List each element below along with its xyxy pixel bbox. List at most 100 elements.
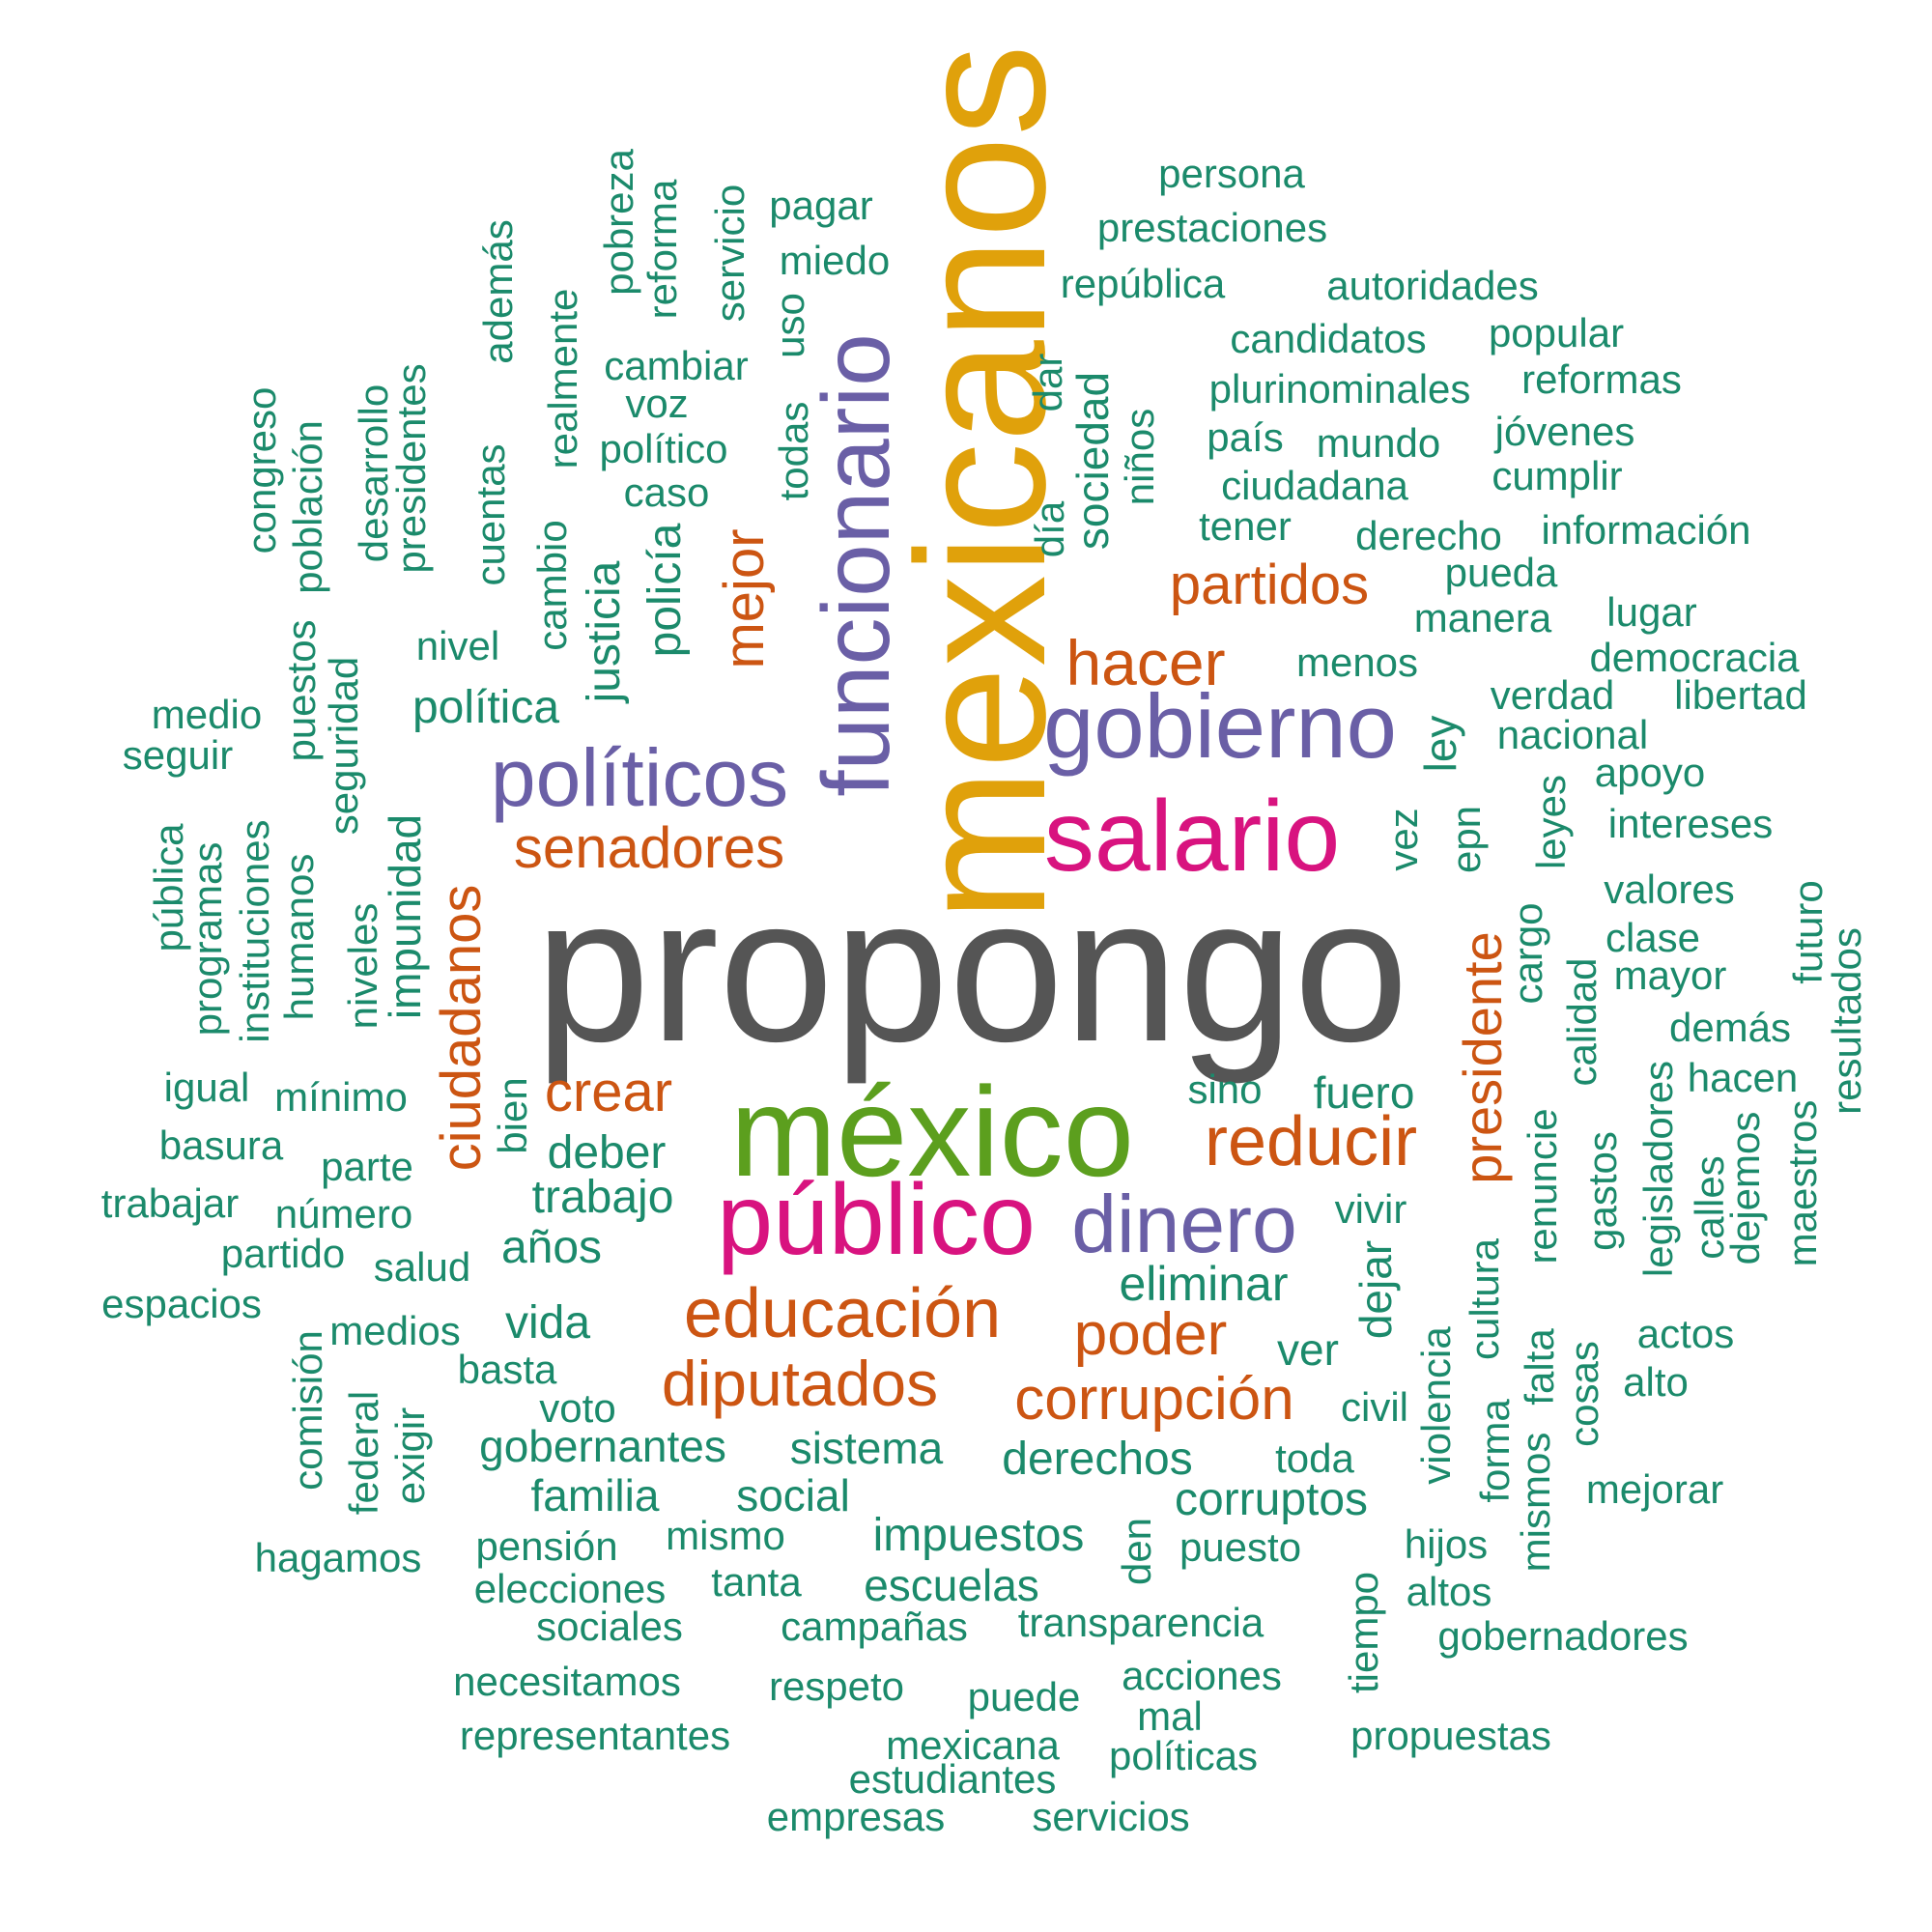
- word-nacional: nacional: [1496, 712, 1649, 757]
- word-mayor: mayor: [1613, 952, 1727, 998]
- word-diputados: diputados: [661, 1348, 939, 1419]
- word-partido: partido: [220, 1231, 346, 1276]
- word-mismos: mismos: [1513, 1432, 1558, 1573]
- word-poder: poder: [1073, 1301, 1228, 1368]
- word-cultura: cultura: [1462, 1237, 1507, 1361]
- word-alto: alto: [1623, 1359, 1689, 1405]
- word-policia: policía: [639, 523, 691, 658]
- word-hacen: hacen: [1687, 1055, 1799, 1100]
- word-legisladores: legisladores: [1635, 1060, 1681, 1278]
- word-instituciones: instituciones: [232, 819, 277, 1043]
- word-eliminar: eliminar: [1119, 1257, 1289, 1311]
- word-politico: político: [599, 426, 728, 471]
- word-reforma: reforma: [639, 179, 685, 320]
- word-partidos: partidos: [1169, 554, 1370, 616]
- word-den: den: [1114, 1517, 1159, 1586]
- word-politicas: políticas: [1108, 1733, 1259, 1778]
- word-mal: mal: [1137, 1693, 1203, 1739]
- word-basta: basta: [457, 1347, 557, 1392]
- word-leyes: leyes: [1528, 774, 1574, 870]
- word-voz: voz: [625, 381, 689, 426]
- word-basura: basura: [158, 1122, 284, 1168]
- word-propuestas: propuestas: [1350, 1713, 1551, 1758]
- word-cargo: cargo: [1505, 902, 1550, 1005]
- word-gobernantes: gobernantes: [479, 1421, 726, 1471]
- word-transparencia: transparencia: [1017, 1600, 1264, 1645]
- word-reformas: reformas: [1521, 356, 1682, 402]
- word-vida: vida: [504, 1297, 591, 1349]
- word-resultados: resultados: [1824, 927, 1869, 1115]
- word-manera: manera: [1413, 595, 1552, 640]
- word-autoridades: autoridades: [1326, 263, 1539, 308]
- word-epn: epn: [1443, 805, 1489, 874]
- word-dejemos: dejemos: [1722, 1111, 1768, 1265]
- word-minimo: mínimo: [274, 1074, 408, 1120]
- word-republica: república: [1060, 261, 1226, 306]
- word-sino: sino: [1187, 1066, 1263, 1112]
- word-necesitamos: necesitamos: [453, 1659, 681, 1704]
- word-cambiar: cambiar: [604, 343, 749, 388]
- word-medios: medios: [329, 1308, 461, 1353]
- word-libertad: libertad: [1674, 672, 1807, 718]
- word-maestros: maestros: [1779, 1099, 1825, 1267]
- word-servicio: servicio: [707, 184, 753, 323]
- word-ciudadana: ciudadana: [1221, 463, 1408, 508]
- word-servicios: servicios: [1032, 1794, 1190, 1839]
- word-niveles: niveles: [340, 902, 385, 1030]
- word-salud: salud: [373, 1244, 471, 1290]
- word-salario: salario: [1043, 781, 1341, 893]
- word-realmente: realmente: [540, 288, 585, 469]
- word-humanos: humanos: [276, 853, 322, 1021]
- word-anos: años: [500, 1222, 603, 1273]
- word-miedo: miedo: [779, 238, 891, 283]
- word-federal: federal: [341, 1390, 386, 1516]
- word-impunidad: impunidad: [380, 813, 430, 1020]
- word-seguridad: seguridad: [321, 656, 366, 836]
- word-valores: valores: [1604, 867, 1735, 912]
- word-tanta: tanta: [711, 1559, 802, 1605]
- word-mexico: méxico: [729, 1061, 1135, 1203]
- word-ciudadanos: ciudadanos: [430, 884, 493, 1172]
- word-ademas: además: [475, 219, 521, 364]
- word-puede: puede: [967, 1674, 1081, 1719]
- word-caso: caso: [623, 469, 710, 515]
- word-bien: bien: [490, 1077, 535, 1154]
- word-democracia: democracia: [1589, 635, 1800, 680]
- word-respeto: respeto: [768, 1663, 905, 1709]
- word-toda: toda: [1275, 1435, 1354, 1481]
- word-ver: ver: [1277, 1324, 1339, 1375]
- word-cuentas: cuentas: [468, 443, 513, 586]
- word-gobernadores: gobernadores: [1437, 1613, 1689, 1659]
- word-elecciones: elecciones: [473, 1566, 667, 1611]
- word-todas: todas: [771, 401, 816, 501]
- word-pagar: pagar: [769, 183, 873, 228]
- word-sociedad: sociedad: [1067, 371, 1118, 551]
- word-presidente: presidente: [1452, 931, 1513, 1184]
- word-poblacion: población: [285, 420, 330, 594]
- word-fuero: fuero: [1313, 1067, 1415, 1118]
- word-derechos: derechos: [1002, 1434, 1193, 1485]
- word-civil: civil: [1341, 1384, 1408, 1430]
- word-deber: deber: [547, 1127, 667, 1179]
- word-publico: público: [717, 1164, 1036, 1276]
- word-reducir: reducir: [1204, 1103, 1418, 1180]
- word-tiempo: tiempo: [1341, 1571, 1386, 1694]
- word-mejorar: mejorar: [1585, 1466, 1724, 1512]
- word-tener: tener: [1199, 503, 1292, 549]
- word-publica: pública: [146, 823, 191, 952]
- word-politicos: políticos: [490, 732, 789, 823]
- word-escuelas: escuelas: [864, 1560, 1039, 1610]
- word-hijos: hijos: [1404, 1521, 1489, 1567]
- word-prestaciones: prestaciones: [1096, 205, 1328, 250]
- word-puestos: puestos: [278, 619, 324, 762]
- word-falta: falta: [1517, 1328, 1562, 1406]
- word-dar: dar: [1025, 353, 1070, 412]
- word-dejar: dejar: [1350, 1239, 1401, 1340]
- word-voto: voto: [539, 1385, 616, 1431]
- word-pueda: pueda: [1444, 550, 1558, 595]
- word-sociales: sociales: [536, 1604, 683, 1649]
- word-justicia: justicia: [579, 560, 630, 703]
- word-persona: persona: [1158, 151, 1305, 196]
- word-igual: igual: [163, 1065, 250, 1110]
- word-actos: actos: [1636, 1311, 1735, 1356]
